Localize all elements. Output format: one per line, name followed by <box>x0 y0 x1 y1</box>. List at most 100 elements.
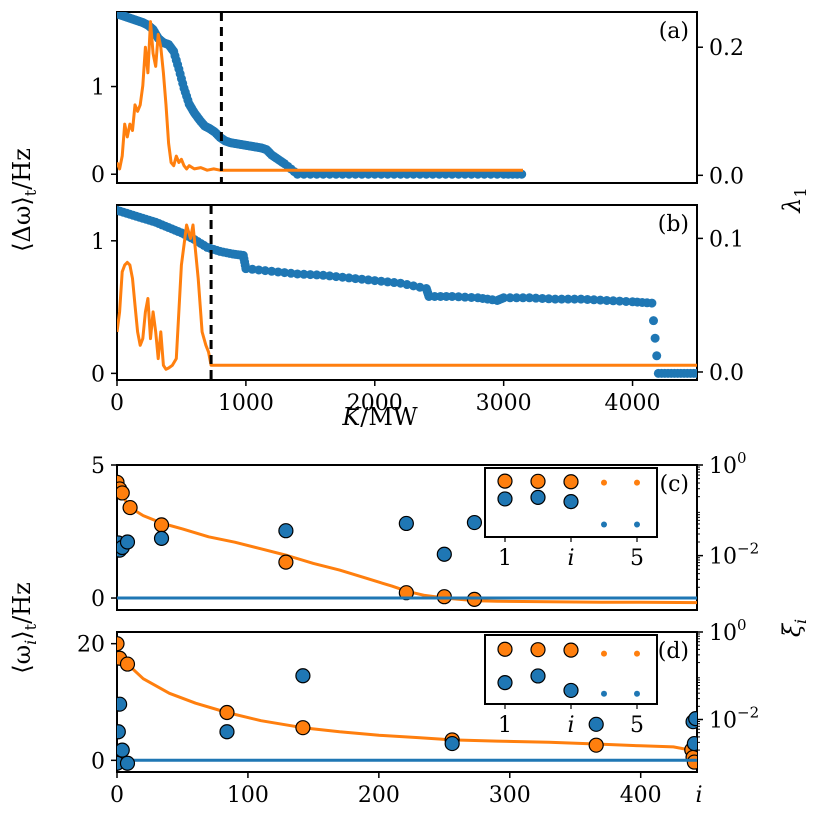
inset-x-tick-label-d-1: i <box>567 713 574 738</box>
data-point-b-0-27 <box>602 295 612 305</box>
marker-d-3-6 <box>295 668 311 684</box>
data-dot-a-0-35-2 <box>357 169 367 179</box>
marker-d-3-3 <box>117 742 130 758</box>
data-point-b-0-24 <box>524 293 534 303</box>
data-dot-b-0-27-1 <box>608 296 618 306</box>
right-tick-label-b-1: 0.1 <box>709 227 744 252</box>
inset-blue-small-c-0 <box>601 521 607 528</box>
inset-blue-small-d-0 <box>601 690 607 697</box>
right-tick-label-d-1: 10−2 <box>709 704 759 734</box>
x-tick-label-b-3: 3000 <box>476 391 532 416</box>
data-dot-a-0-33-3 <box>312 169 322 179</box>
chart-marks <box>117 12 697 771</box>
marker-d-3-5 <box>219 724 235 740</box>
data-point-b-0-26 <box>576 294 586 304</box>
data-dot-a-0-39-2 <box>460 169 470 179</box>
y-axis-label-top: ⟨Δω⟩t/Hz <box>8 148 40 252</box>
data-point-a-0-35 <box>344 169 354 179</box>
x-tick-label-d-3: 300 <box>489 783 531 808</box>
marker-d-3-7 <box>444 735 460 752</box>
data-dot-a-0-36-3 <box>389 169 399 179</box>
data-dot-a-0-33-1 <box>299 169 309 179</box>
series-line-d-0 <box>117 643 697 764</box>
left-tick-label-c-1: 5 <box>91 454 105 479</box>
marker-c-1-2 <box>117 485 130 501</box>
inset-orange-marker-d-2 <box>563 642 579 658</box>
right-tick-label-c-1: 10−2 <box>709 540 759 570</box>
data-dot-b-0-29-3 <box>652 351 662 361</box>
data-dot-b-0-29-2 <box>650 333 660 343</box>
data-dot-b-0-13-2 <box>305 270 315 280</box>
left-tick-label-d-1: 20 <box>77 633 105 658</box>
data-dot-b-0-23-1 <box>505 293 515 303</box>
left-tick-label-d-0: 0 <box>91 749 105 774</box>
inset-blue-small-c-1 <box>634 521 640 528</box>
inset-orange-marker-d-1 <box>530 642 546 658</box>
series-line-c-0 <box>117 480 697 605</box>
data-dot-a-0-35-3 <box>363 169 373 179</box>
data-point-b-0-25 <box>550 294 560 304</box>
data-dot-a-0-38-2 <box>434 169 444 179</box>
left-tick-label-b-0: 0 <box>91 362 105 387</box>
data-point-a-0-34 <box>318 169 328 179</box>
marker-d-1-9 <box>686 754 697 770</box>
marker-c-1-6 <box>398 585 414 601</box>
inset-blue-marker-c-1 <box>530 489 546 505</box>
x-tick-label-d-4: 400 <box>620 783 662 808</box>
inset-orange-small-d-0 <box>601 650 607 657</box>
marker-d-1-6 <box>588 737 604 753</box>
data-point-a-0-39 <box>447 169 457 179</box>
inset-blue-marker-c-2 <box>563 494 579 510</box>
data-dot-a-0-36-2 <box>383 169 393 179</box>
marker-c-3-8 <box>436 546 452 562</box>
marker-c-3-6 <box>278 523 294 539</box>
data-dot-a-0-40-2 <box>486 169 496 179</box>
series-line-b-1 <box>117 223 697 371</box>
inset-x-tick-label-c-2: 5 <box>630 546 644 571</box>
data-dot-b-0-27-3 <box>621 296 631 306</box>
inset-orange-small-c-1 <box>634 479 640 486</box>
marker-d-1-3 <box>219 704 235 721</box>
inset-blue-marker-c-0 <box>497 491 513 507</box>
inset-x-tick-label-d-2: 5 <box>630 713 644 738</box>
data-point-b-0-13 <box>292 269 302 279</box>
marker-d-1-4 <box>295 720 311 736</box>
inset-blue-marker-d-0 <box>497 675 513 691</box>
left-tick-label-a-0: 0 <box>91 163 105 188</box>
inset-orange-marker-c-1 <box>530 473 546 489</box>
marker-c-1-4 <box>153 517 170 533</box>
data-point-a-0-40 <box>473 169 483 179</box>
data-dot-a-0-34-1 <box>325 169 335 179</box>
data-dot-b-0-24-1 <box>531 293 541 303</box>
data-point-b-0-20 <box>447 291 457 301</box>
marker-d-3-2 <box>117 696 128 712</box>
data-dot-a-0-34-2 <box>331 169 341 179</box>
data-dot-a-0-40-1 <box>479 169 489 179</box>
marker-c-3-5 <box>153 530 170 547</box>
plot-area-a <box>117 12 527 179</box>
data-point-b-0-23 <box>499 293 509 303</box>
left-tick-label-c-0: 0 <box>91 587 105 612</box>
data-dot-b-0-24-2 <box>537 293 547 303</box>
data-dot-b-0-23-3 <box>518 293 528 303</box>
data-point-a-0-33 <box>292 169 302 179</box>
marker-c-3-7 <box>398 515 414 532</box>
plot-area-b <box>117 205 697 378</box>
inset-c: 1 i 5 <box>484 467 658 571</box>
data-dot-b-0-13-3 <box>312 270 322 280</box>
y-axis-label-right-top: λ1 <box>778 187 810 213</box>
inset-x-tick-label-c-1: i <box>567 546 574 571</box>
y-axis-label-bottom: ⟨ωi⟩t/Hz <box>8 582 40 674</box>
data-dot-b-0-29-1 <box>649 316 658 326</box>
inset-orange-small-d-1 <box>634 650 640 657</box>
axes-frame-b <box>116 204 698 381</box>
inset-blue-small-d-1 <box>634 690 640 697</box>
right-tick-label-a-1: 0.2 <box>709 36 744 61</box>
right-tick-label-c-0: 100 <box>709 449 747 479</box>
data-dot-b-0-25-3 <box>570 294 580 304</box>
data-point-a-0-38 <box>421 169 431 179</box>
x-axis-label-top: K/MW <box>341 403 418 431</box>
marker-c-3-4 <box>119 534 136 550</box>
marker-d-1-2 <box>119 656 136 672</box>
